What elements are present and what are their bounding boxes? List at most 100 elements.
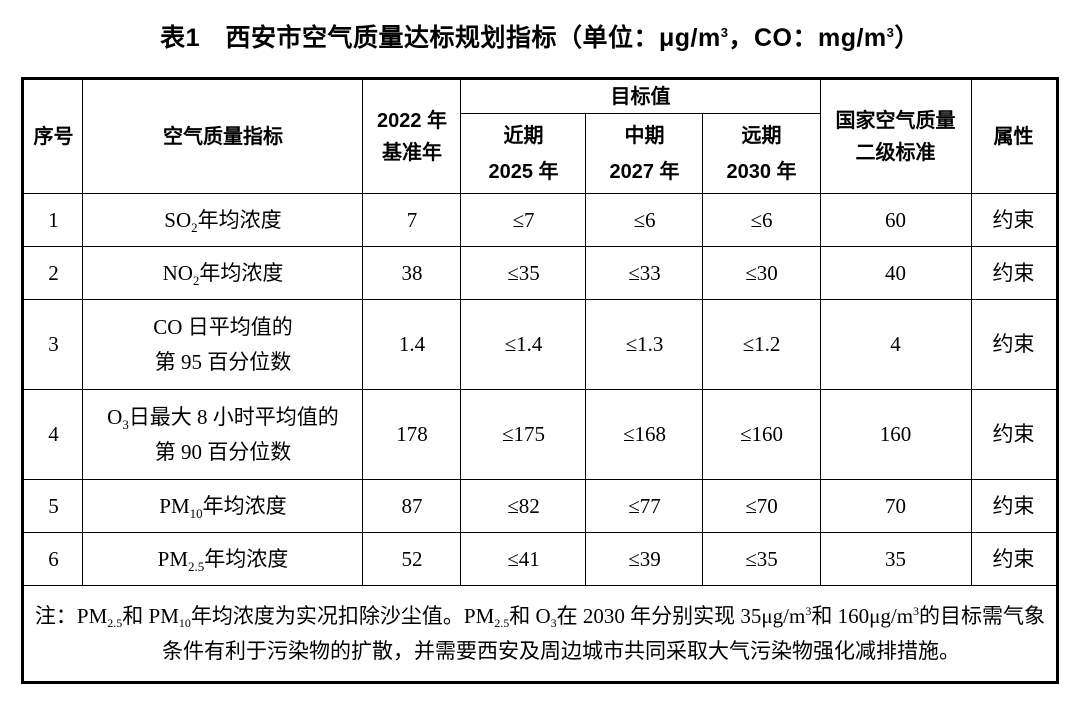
- indicator-subscript: 2: [192, 272, 200, 288]
- note-segment: 注：PM: [34, 603, 108, 628]
- header-mid-line2: 2027 年: [609, 160, 680, 183]
- header-row-top: 序号 空气质量指标 2022 年 基准年 目标值 国家空气质量 二级标准 属性: [22, 78, 1058, 194]
- header-indicator: 空气质量指标: [82, 78, 364, 194]
- indicator-line2: 第 95 百分位数: [154, 349, 292, 374]
- header-near-line2: 2025 年: [488, 160, 559, 183]
- indicator-post: 年均浓度: [204, 546, 289, 571]
- cell-near-target: ≤82: [460, 479, 587, 533]
- indicator-post: 日最大 8 小时平均值的: [128, 404, 339, 429]
- cell-attribute: 约束: [970, 193, 1058, 247]
- cell-near-target: ≤7: [460, 193, 587, 247]
- cell-baseline: 87: [362, 479, 462, 533]
- cell-indicator: CO 日平均值的第 95 百分位数: [82, 299, 364, 390]
- note-segment: 的目标需气象条件有利于污染物的扩散，并需要西安及周边城市共同采取大气污染物强化减…: [161, 603, 1046, 663]
- cell-serial: 6: [22, 532, 84, 586]
- header-far-line1: 远期: [741, 124, 782, 147]
- table-title: 表1 西安市空气质量达标规划指标（单位：μg/m3，CO：mg/m3）: [0, 0, 1080, 55]
- cell-mid-target: ≤6: [585, 193, 704, 247]
- indicator-post: 年均浓度: [202, 493, 287, 518]
- table-row: 4 O3日最大 8 小时平均值的第 90 百分位数 178 ≤175 ≤168 …: [22, 389, 1058, 480]
- header-row-sub: 近期 2025 年 中期 2027 年 远期 2030 年: [23, 113, 1057, 194]
- cell-serial: 3: [22, 299, 84, 390]
- indicator-post: 年均浓度: [199, 260, 284, 285]
- cell-baseline: 38: [362, 246, 462, 300]
- header-attribute: 属性: [970, 78, 1058, 194]
- cell-far-target: ≤70: [702, 479, 821, 533]
- indicator-subscript: 3: [122, 416, 129, 432]
- table-row: 1 SO2年均浓度 7 ≤7 ≤6 ≤6 60 约束: [22, 193, 1058, 247]
- cell-national-standard: 40: [819, 246, 972, 300]
- note-subscript: 2.5: [107, 615, 123, 630]
- cell-near-target: ≤175: [460, 389, 587, 480]
- cell-baseline: 52: [362, 532, 462, 586]
- title-superscript-1: 3: [720, 25, 729, 40]
- indicator-post: 年均浓度: [197, 207, 282, 232]
- header-baseline-line2: 基准年: [381, 141, 442, 164]
- title-text-3: ）: [894, 24, 920, 52]
- note-superscript: 3: [805, 603, 812, 618]
- indicator-pre: O: [107, 404, 123, 429]
- note-segment: 和 PM: [122, 603, 179, 628]
- cell-national-standard: 160: [819, 389, 972, 480]
- cell-near-target: ≤35: [460, 246, 587, 300]
- header-mid-line1: 中期: [624, 124, 665, 147]
- cell-attribute: 约束: [970, 532, 1058, 586]
- cell-mid-target: ≤39: [585, 532, 704, 586]
- note-superscript: 3: [913, 603, 920, 618]
- note-subscript: 10: [178, 615, 191, 630]
- cell-far-target: ≤6: [702, 193, 821, 247]
- header-national-line2: 二级标准: [855, 141, 936, 164]
- indicator-subscript: 2: [191, 219, 198, 235]
- cell-national-standard: 35: [819, 532, 972, 586]
- header-national-standard: 国家空气质量 二级标准: [819, 78, 972, 194]
- header-near-line1: 近期: [503, 124, 544, 147]
- indicator-pre: CO 日平均值的: [153, 314, 293, 339]
- table-row: 2 NO2年均浓度 38 ≤35 ≤33 ≤30 40 约束: [22, 246, 1058, 300]
- cell-baseline: 1.4: [362, 299, 462, 390]
- note-segment: 和 O: [509, 603, 551, 628]
- note-text: 注：PM2.5和 PM10年均浓度为实况扣除沙尘值。PM2.5和 O3在 203…: [27, 599, 1052, 669]
- cell-indicator: O3日最大 8 小时平均值的第 90 百分位数: [82, 389, 364, 480]
- title-text-2: ，CO：mg/m: [728, 24, 887, 52]
- header-far-term: 远期 2030 年: [702, 113, 821, 194]
- note-segment: 年均浓度为实况扣除沙尘值。PM: [190, 603, 495, 628]
- cell-mid-target: ≤168: [585, 389, 704, 480]
- note-subscript: 3: [550, 615, 557, 630]
- cell-serial: 2: [22, 246, 84, 300]
- cell-indicator: NO2年均浓度: [82, 246, 364, 300]
- indicator-subscript: 10: [189, 505, 203, 521]
- cell-attribute: 约束: [970, 299, 1058, 390]
- cell-far-target: ≤160: [702, 389, 821, 480]
- cell-indicator: PM10年均浓度: [82, 479, 364, 533]
- header-baseline-year: 2022 年 基准年: [362, 78, 462, 194]
- cell-serial: 4: [22, 389, 84, 480]
- header-target-values: 目标值: [460, 78, 821, 114]
- cell-national-standard: 60: [819, 193, 972, 247]
- title-superscript-2: 3: [886, 25, 895, 40]
- indicator-subscript: 2.5: [188, 558, 205, 574]
- cell-far-target: ≤30: [702, 246, 821, 300]
- cell-far-target: ≤35: [702, 532, 821, 586]
- note-row: 注：PM2.5和 PM10年均浓度为实况扣除沙尘值。PM2.5和 O3在 203…: [22, 585, 1058, 683]
- header-mid-term: 中期 2027 年: [585, 113, 704, 194]
- cell-mid-target: ≤33: [585, 246, 704, 300]
- indicator-pre: PM: [159, 493, 190, 518]
- cell-near-target: ≤1.4: [460, 299, 587, 390]
- cell-serial: 5: [22, 479, 84, 533]
- table-row: 5 PM10年均浓度 87 ≤82 ≤77 ≤70 70 约束: [22, 479, 1058, 533]
- cell-far-target: ≤1.2: [702, 299, 821, 390]
- cell-indicator: SO2年均浓度: [82, 193, 364, 247]
- cell-attribute: 约束: [970, 479, 1058, 533]
- header-national-line1: 国家空气质量: [835, 109, 956, 132]
- header-near-term: 近期 2025 年: [460, 113, 587, 194]
- cell-mid-target: ≤1.3: [585, 299, 704, 390]
- cell-national-standard: 4: [819, 299, 972, 390]
- indicator-pre: SO: [164, 207, 192, 232]
- indicator-line2: 第 90 百分位数: [154, 439, 292, 464]
- note-segment: 在 2030 年分别实现 35μg/m: [556, 603, 806, 628]
- table-row: 3 CO 日平均值的第 95 百分位数 1.4 ≤1.4 ≤1.3 ≤1.2 4…: [22, 299, 1058, 390]
- header-far-line2: 2030 年: [726, 160, 797, 183]
- cell-mid-target: ≤77: [585, 479, 704, 533]
- header-baseline-line1: 2022 年: [376, 109, 448, 132]
